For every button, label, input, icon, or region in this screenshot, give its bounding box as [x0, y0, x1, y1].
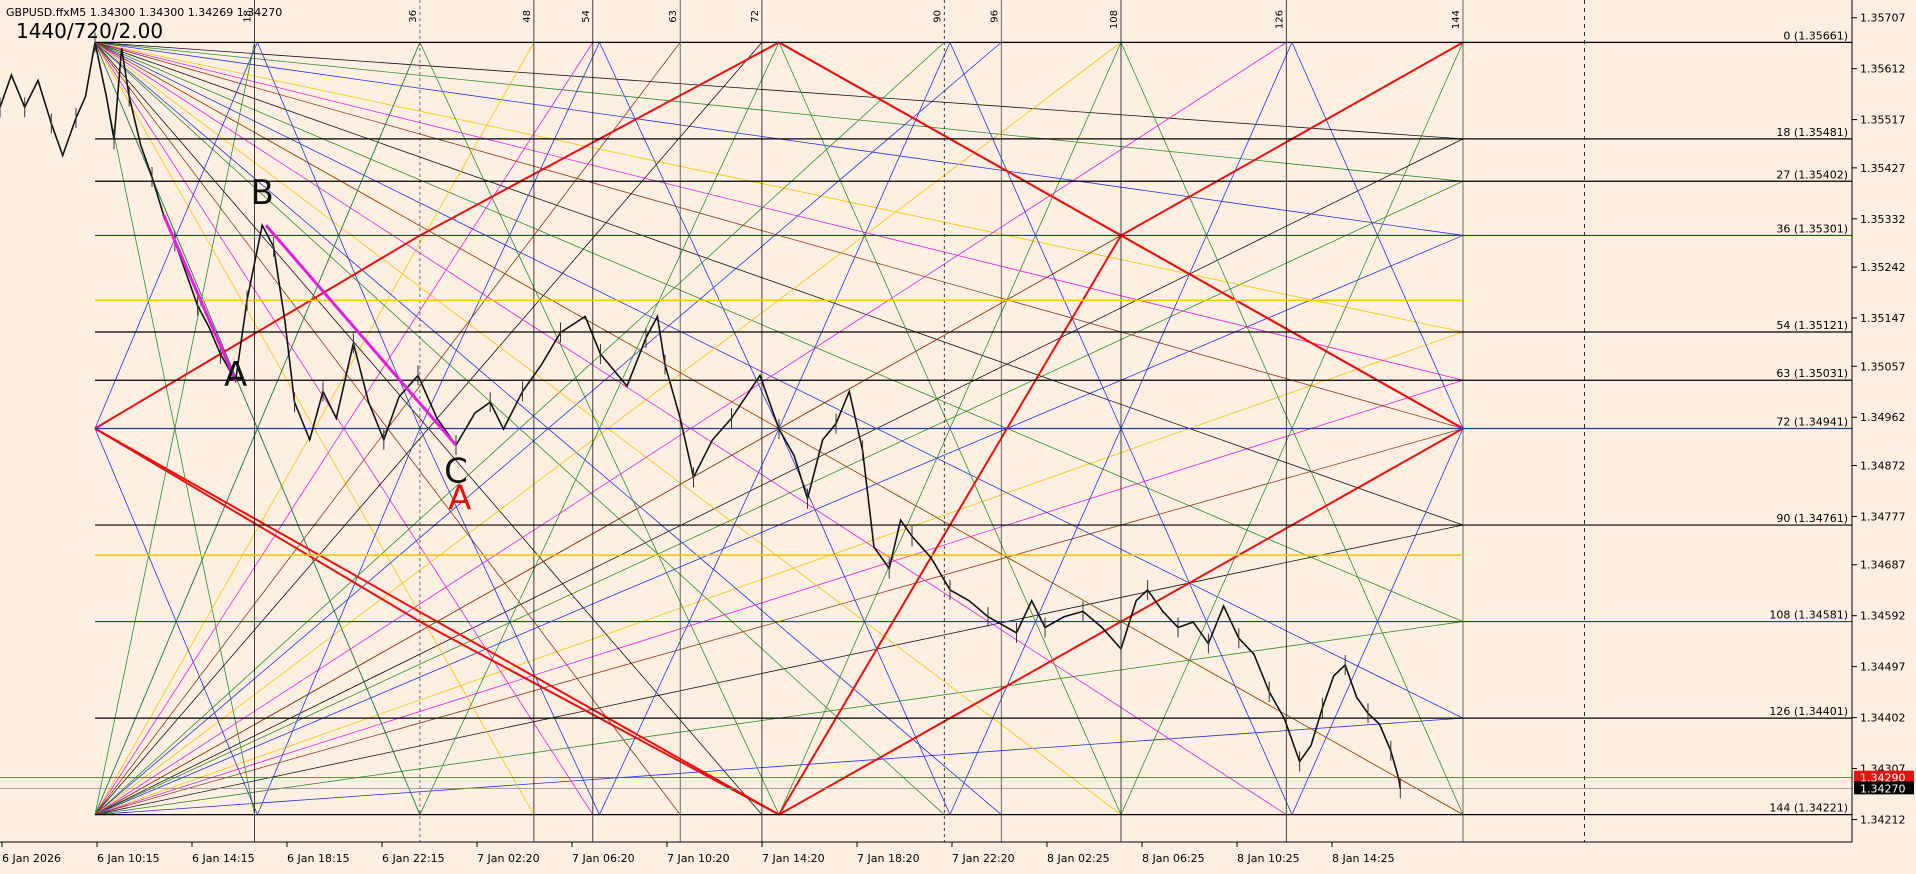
- price-tick-label: 1.34687: [1860, 559, 1906, 572]
- gann-level-label: 72 (1.34941): [1776, 416, 1848, 429]
- time-marker-label: 36: [408, 10, 419, 23]
- price-tag-label: 1.34270: [1860, 782, 1906, 795]
- time-marker-label: 126: [1274, 10, 1285, 29]
- price-tick-label: 1.35427: [1860, 162, 1906, 175]
- time-marker-label: 63: [668, 10, 679, 23]
- price-tick-label: 1.35517: [1860, 114, 1906, 127]
- symbol-info: GBPUSD.ffxM5 1.34300 1.34300 1.34269 1.3…: [6, 6, 282, 19]
- time-tick-label: 8 Jan 06:25: [1142, 852, 1205, 865]
- wave-label: B: [251, 173, 274, 213]
- price-tick-label: 1.34872: [1860, 460, 1906, 473]
- abc-magenta-leg: [264, 224, 458, 447]
- time-tick-label: 7 Jan 22:20: [952, 852, 1015, 865]
- fan-line: [94, 41, 1464, 182]
- time-tick-label: 8 Jan 14:25: [1332, 852, 1395, 865]
- price-tick-label: 1.34402: [1860, 712, 1906, 725]
- fan-line: [94, 180, 1464, 816]
- time-marker-label: 18: [243, 10, 254, 23]
- price-tick-label: 1.35057: [1860, 360, 1906, 373]
- price-tick-label: 1.35612: [1860, 63, 1906, 76]
- wave-label: C: [444, 452, 468, 492]
- fan-line: [94, 138, 1464, 816]
- time-marker-label: 54: [581, 10, 592, 23]
- price-tick-label: 1.35707: [1860, 12, 1906, 25]
- price-tick-label: 1.35147: [1860, 312, 1906, 325]
- fan-line: [94, 379, 1464, 816]
- gann-level-label: 18 (1.35481): [1776, 126, 1848, 139]
- gann-level-label: 36 (1.35301): [1776, 222, 1848, 235]
- square-label: 1440/720/2.00: [16, 19, 163, 43]
- time-tick-label: 8 Jan 10:25: [1237, 852, 1300, 865]
- fan-line: [94, 717, 1464, 816]
- time-marker-label: 90: [932, 10, 943, 23]
- gann-level-label: 54 (1.35121): [1776, 319, 1848, 332]
- price-tick-label: 1.34497: [1860, 661, 1906, 674]
- time-marker-label: 144: [1451, 10, 1462, 29]
- time-tick-label: 6 Jan 2026: [2, 852, 61, 865]
- price-tag: [1854, 770, 1914, 784]
- gann-level-label: 0 (1.35661): [1783, 29, 1848, 42]
- time-tick-label: 6 Jan 10:15: [97, 852, 160, 865]
- time-marker-label: 48: [522, 10, 533, 23]
- time-marker-label: 72: [750, 10, 761, 23]
- gann-level-label: 108 (1.34581): [1769, 609, 1848, 622]
- gann-grid-layer: 18 36 48 54 63 72 90 96 108 126 144: [243, 0, 1585, 842]
- time-tick-label: 7 Jan 02:20: [477, 852, 540, 865]
- gann-level-label: 126 (1.34401): [1769, 705, 1848, 718]
- time-tick-label: 6 Jan 22:15: [382, 852, 445, 865]
- time-tick-label: 7 Jan 18:20: [857, 852, 920, 865]
- gann-level-layer: 0 (1.35661) 18 (1.35481) 27 (1.35402) 36 (1…: [0, 29, 1852, 816]
- fan-line: [94, 41, 1464, 526]
- price-layer: [0, 32, 1402, 799]
- price-tick-label: 1.35242: [1860, 261, 1906, 274]
- price-tick-label: 1.34592: [1860, 610, 1906, 623]
- price-tick-label: 1.34962: [1860, 411, 1906, 424]
- time-tick-label: 6 Jan 14:15: [192, 852, 255, 865]
- price-tick-label: 1.34777: [1860, 510, 1906, 523]
- fan-line: [94, 524, 1464, 816]
- gann-level-label: 63 (1.35031): [1776, 367, 1848, 380]
- gann-level-label: 90 (1.34761): [1776, 512, 1848, 525]
- gann-level-label: 27 (1.35402): [1776, 168, 1848, 181]
- fan-line: [94, 41, 1464, 381]
- time-tick-label: 7 Jan 10:20: [667, 852, 730, 865]
- time-marker-label: 108: [1109, 10, 1120, 29]
- time-marker-label: 96: [989, 10, 1000, 23]
- price-tick-label: 1.34212: [1860, 813, 1906, 826]
- wave-label: A: [448, 478, 471, 518]
- wave-label: A: [224, 355, 247, 395]
- fan-line: [94, 41, 1464, 333]
- time-tick-label: 6 Jan 18:15: [287, 852, 350, 865]
- fan-line: [94, 41, 1464, 140]
- price-tag: [1854, 781, 1914, 795]
- gann-level-label: 144 (1.34221): [1769, 802, 1848, 815]
- time-tick-label: 8 Jan 02:25: [1047, 852, 1110, 865]
- abc-magenta-leg: [162, 213, 237, 382]
- time-tick-label: 7 Jan 14:20: [762, 852, 825, 865]
- fan-line: [94, 331, 1464, 816]
- time-tick-label: 7 Jan 06:20: [572, 852, 635, 865]
- price-tick-label: 1.35332: [1860, 213, 1906, 226]
